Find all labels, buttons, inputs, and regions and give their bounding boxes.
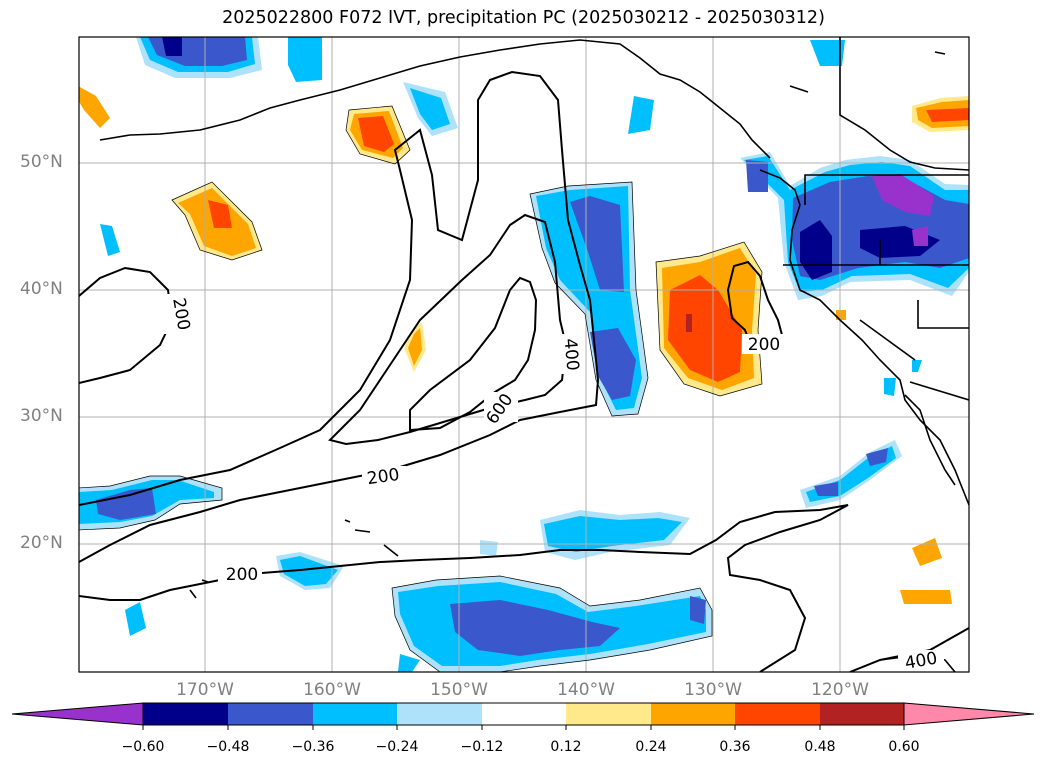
colorbar-segment [397, 703, 482, 725]
colorbar-extend-low [11, 702, 144, 726]
map-title: 2025022800 F072 IVT, precipitation PC (2… [222, 8, 825, 28]
colorbar-segment [313, 703, 397, 725]
graticule [79, 37, 969, 672]
colorbar-segment [566, 703, 651, 725]
colorbar-tick-label: −0.12 [460, 739, 504, 755]
colorbar-tick-label: −0.24 [375, 739, 419, 755]
precipitation-fill-layer [79, 37, 969, 672]
latitude-label: 20°N [20, 533, 63, 553]
colorbar-segment [482, 703, 566, 725]
colorbar-segment [820, 703, 904, 725]
colorbar-segment [651, 703, 735, 725]
colorbar-tick-label: 0.48 [804, 739, 836, 755]
colorbar-tick-label: 0.24 [635, 739, 667, 755]
latitude-label: 30°N [20, 406, 63, 426]
colorbar-segment [228, 703, 313, 725]
contour-label: 400 [560, 338, 583, 372]
colorbar-tick-label: −0.36 [291, 739, 335, 755]
colorbar [11, 702, 1035, 730]
colorbar-extend-high [903, 702, 1035, 726]
colorbar-tick-label: −0.60 [121, 739, 165, 755]
coastline-layer [99, 37, 969, 672]
colorbar-tick-label: −0.48 [206, 739, 250, 755]
contour-label: 200 [748, 335, 780, 355]
map-frame [78, 36, 970, 673]
longitude-label: 160°W [303, 680, 361, 700]
colorbar-segment [143, 703, 228, 725]
latitude-label: 40°N [20, 279, 63, 299]
colorbar-segment [735, 703, 820, 725]
contour-label: 200 [366, 465, 401, 489]
longitude-label: 150°W [430, 680, 488, 700]
colorbar-tick-label: 0.60 [888, 739, 920, 755]
longitude-label: 120°W [811, 680, 869, 700]
map-area [79, 37, 969, 672]
precip-contour-lines [79, 105, 763, 672]
colorbar-frame [142, 702, 905, 726]
longitude-label: 130°W [684, 680, 742, 700]
latitude-label: 50°N [20, 152, 63, 172]
colorbar-tick-label: 0.36 [719, 739, 751, 755]
longitude-label: 140°W [557, 680, 615, 700]
contour-labels: 200 200 200 200 400 600 400 [168, 296, 939, 673]
contour-label: 200 [226, 565, 258, 585]
contour-label-bg [162, 294, 944, 670]
longitude-label: 170°W [176, 680, 234, 700]
colorbar-tick-label: 0.12 [550, 739, 582, 755]
